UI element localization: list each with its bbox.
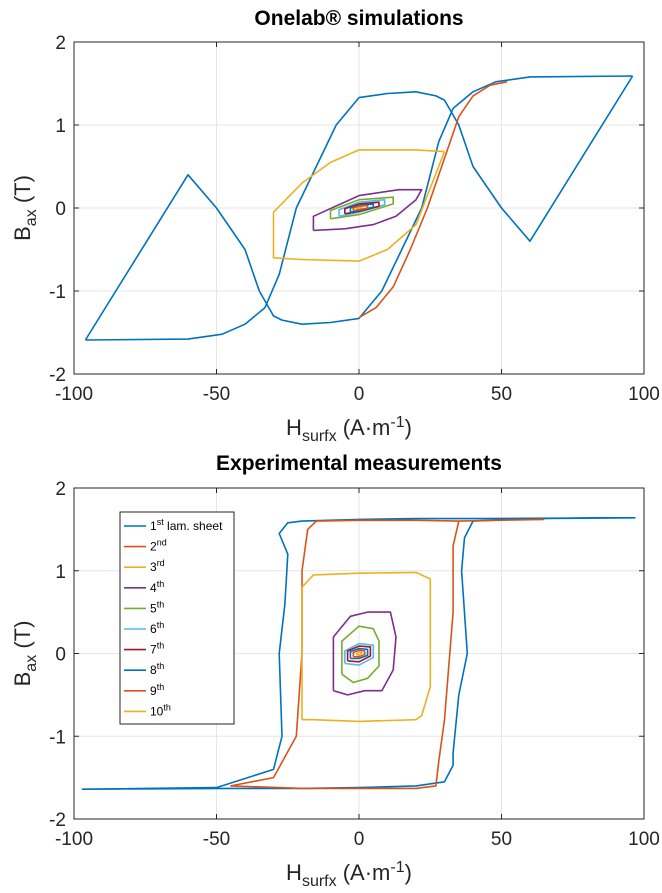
chart-2: -100 -50 0 50 100 -2 -1 0 1 2 Experimental measure… xyxy=(10,452,660,890)
x-tick-label: -100 xyxy=(55,384,93,405)
x-tick-label: 100 xyxy=(628,829,660,850)
legend-entry-label: 9th xyxy=(150,682,164,698)
legend-entry-label: 8th xyxy=(150,661,164,677)
legend-entry-label: 7th xyxy=(150,641,164,657)
x-tick-label: 50 xyxy=(491,384,512,405)
series-line-2 xyxy=(358,81,508,319)
series-line-10 xyxy=(355,206,363,210)
y-tick-label: 0 xyxy=(55,199,66,220)
x-tick-label: -50 xyxy=(203,829,230,850)
series-line-3 xyxy=(301,571,432,723)
x-tick-label: 0 xyxy=(354,829,365,850)
series-line-7 xyxy=(346,645,372,663)
series-line-10 xyxy=(355,651,363,656)
legend-entry-label: 2nd xyxy=(150,538,167,554)
x-tick-label: -100 xyxy=(55,829,93,850)
series-line-5 xyxy=(329,196,394,220)
y-tick-label: 0 xyxy=(55,645,66,666)
legend-entry-label: 1st lam. sheet xyxy=(150,517,223,533)
y-tick-label: 1 xyxy=(55,562,66,583)
legend: 1st lam. sheet 2nd 3rd 4th 5th 6th 7th 8th 9th 10… xyxy=(119,511,235,725)
x-axis-label: Hsurfx (A·m-1) xyxy=(286,414,412,445)
series-line-9 xyxy=(352,649,366,658)
series-line-9 xyxy=(352,204,369,212)
chart-1: -100 -50 0 50 100 -2 -1 0 1 2 Onelab® simulations H… xyxy=(10,7,660,445)
chart-title: Experimental measurements xyxy=(216,452,502,475)
series-line-3 xyxy=(272,149,446,262)
legend-entry-label: 6th xyxy=(150,620,164,636)
legend-entry-label: 3rd xyxy=(150,558,165,574)
y-tick-label: 2 xyxy=(55,33,66,54)
legend-entry-label: 10th xyxy=(150,702,171,718)
series-line-6 xyxy=(344,642,375,666)
x-tick-label: 100 xyxy=(628,384,660,405)
y-tick-label: -2 xyxy=(49,810,66,831)
legend-entry-label: 4th xyxy=(150,579,164,595)
legend-entry-label: 5th xyxy=(150,599,164,615)
legend-box xyxy=(119,511,235,725)
series-line-1 xyxy=(81,517,636,790)
series-line-6 xyxy=(338,198,386,218)
series-line-5 xyxy=(341,625,380,684)
y-axis-label: Bax (T) xyxy=(10,175,40,241)
y-tick-label: 2 xyxy=(55,479,66,500)
series-line-4 xyxy=(312,188,423,232)
x-tick-label: 50 xyxy=(491,829,512,850)
series-line-8 xyxy=(349,647,369,660)
series-line-4 xyxy=(332,611,397,696)
y-tick-label: 1 xyxy=(55,116,66,137)
series-line-2 xyxy=(230,518,545,790)
x-axis-label: Hsurfx (A·m-1) xyxy=(286,859,412,890)
y-axis-label: Bax (T) xyxy=(10,621,40,687)
x-tick-label: -50 xyxy=(203,384,230,405)
y-tick-label: -1 xyxy=(49,727,66,748)
series-line-1 xyxy=(84,75,634,341)
chart-title: Onelab® simulations xyxy=(254,7,463,30)
y-tick-label: -1 xyxy=(49,282,66,303)
y-tick-label: -2 xyxy=(49,365,66,386)
x-tick-label: 0 xyxy=(354,384,365,405)
